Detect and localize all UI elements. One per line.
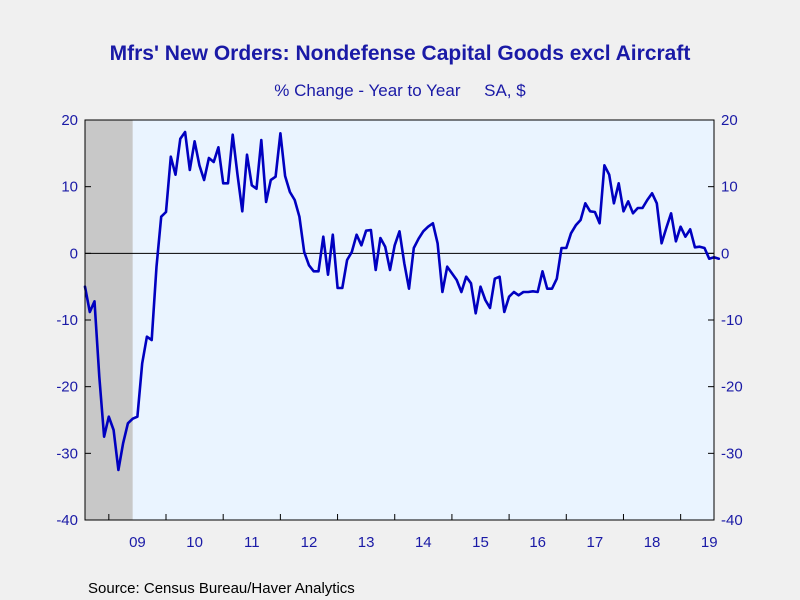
x-tick-label: 14 [415,534,432,551]
plot-area [85,120,714,520]
x-tick-label: 10 [186,534,203,551]
chart-subtitle: % Change - Year to Year SA, $ [274,81,526,100]
x-tick-label: 16 [529,534,546,551]
plot-frame [84,119,715,521]
chart-source: Source: Census Bureau/Haver Analytics [88,580,355,597]
recession-shade [85,120,133,520]
x-tick-label: 09 [129,534,146,551]
x-tick-label: 18 [644,534,661,551]
chart-title: Mfrs' New Orders: Nondefense Capital Goo… [110,42,691,65]
y-tick-label-right: 20 [721,112,738,129]
x-tick-label: 12 [301,534,318,551]
y-tick-label-right: 0 [721,245,729,262]
y-tick-label-right: -20 [721,379,743,396]
y-tick-label-left: -10 [56,312,78,329]
y-tick-label-left: 0 [70,245,78,262]
y-tick-label-right: -10 [721,312,743,329]
series-layer [83,130,721,472]
y-tick-label-right: -40 [721,512,743,529]
x-tick-label: 17 [587,534,604,551]
axis-layer: 20 20 10 10 0 0 -10 -10 -20 -20 -30 -30 -40 -40 09 10 11… [56,112,742,551]
y-tick-label-left: 10 [61,179,78,196]
y-tick-label-right: 10 [721,179,738,196]
x-tick-label: 13 [358,534,375,551]
y-tick-label-right: -30 [721,445,743,462]
y-tick-label-left: 20 [61,112,78,129]
recession-layer [85,120,133,520]
x-tick-label: 19 [701,534,718,551]
y-tick-label-left: -40 [56,512,78,529]
x-tick-label: 15 [472,534,489,551]
series-line [83,130,721,472]
y-tick-label-left: -20 [56,379,78,396]
y-tick-label-left: -30 [56,445,78,462]
x-tick-label: 11 [244,534,260,551]
